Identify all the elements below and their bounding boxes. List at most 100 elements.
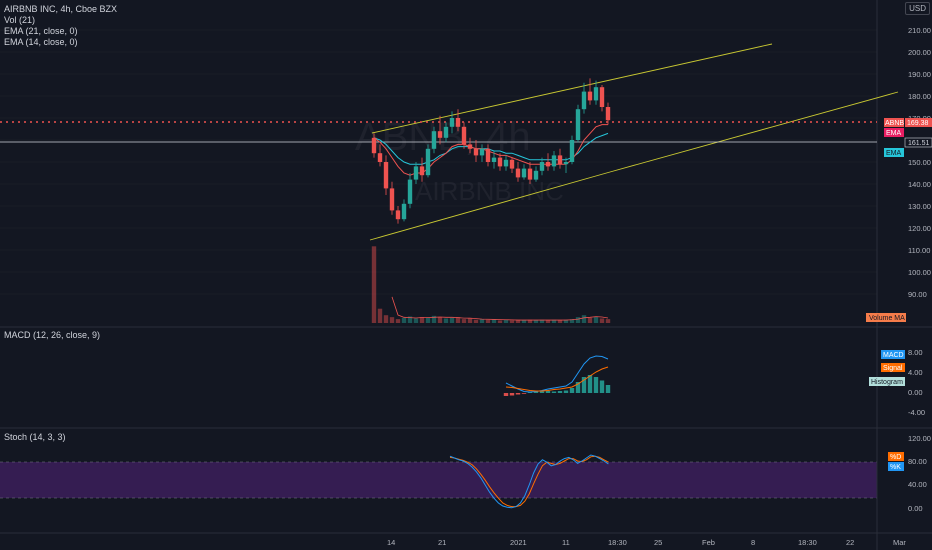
legend-ema21[interactable]: EMA (21, close, 0) [4, 26, 78, 36]
line-price-value: 161.51 [908, 140, 930, 147]
macd-hist-bar [569, 388, 575, 393]
candle-body [533, 170, 539, 180]
macd-axis-label: 8.00 [908, 348, 923, 357]
macd-hist-bar [515, 393, 521, 395]
macd-hist-bar [581, 377, 587, 393]
stoch-axis-label: 120.00 [908, 434, 931, 443]
macd-hist-bar [503, 393, 509, 396]
macd-hist-bar [575, 382, 581, 393]
volume-bar [605, 319, 611, 323]
legend-macd[interactable]: MACD (12, 26, close, 9) [4, 330, 101, 340]
candle-body [437, 131, 443, 138]
legend-volume[interactable]: Vol (21) [4, 15, 36, 25]
volume-bar [521, 320, 527, 323]
legend-stoch[interactable]: Stoch (14, 3, 3) [4, 432, 66, 442]
volume-bar [575, 317, 581, 323]
stoch-axis[interactable]: 120.00 80.00 40.00 0.00 [908, 434, 931, 513]
volume-bar [443, 318, 449, 323]
candle-body [551, 155, 557, 167]
currency-button[interactable]: USD [905, 2, 930, 15]
histogram-tag-label: Histogram [871, 379, 903, 386]
macd-axis-label: 4.00 [908, 368, 923, 377]
time-axis[interactable]: 14 21 2021 11 18:30 25 Feb 8 18:30 22 Mar [387, 538, 906, 547]
price-axis-label: 130.00 [908, 202, 931, 211]
volume-bar [569, 319, 575, 323]
macd-hist-bar [557, 391, 563, 393]
stoch-d-line [449, 455, 609, 508]
price-axis-label: 140.00 [908, 180, 931, 189]
ema-tag: EMA [884, 128, 904, 137]
volume-bar [383, 315, 389, 323]
macd-hist-bar [593, 377, 599, 393]
watermark-name: AIRBNB INC [415, 176, 564, 206]
volume-bar [581, 315, 587, 323]
volume-bar [473, 319, 479, 323]
abnb-tag-label: ABNB [885, 120, 904, 127]
candle-body [497, 157, 503, 167]
volume-bar [449, 317, 455, 323]
volume-bar [491, 319, 497, 323]
stoch-k-tag: %K [888, 462, 904, 471]
volume-bar [455, 317, 461, 323]
macd-hist-bar [539, 391, 545, 393]
volume-bar [515, 319, 521, 323]
price-axis-label: 90.00 [908, 290, 927, 299]
stoch-k-tag-label: %K [890, 464, 901, 471]
abnb-tag-price: 169.38 [907, 120, 929, 127]
candle-body [467, 144, 473, 149]
macd-hist-bar [605, 385, 611, 393]
volume-bar [533, 320, 539, 323]
signal-tag: Signal [881, 363, 905, 372]
stoch-d-tag: %D [888, 452, 904, 461]
price-axis-label: 110.00 [908, 246, 930, 255]
volume-ma-line [391, 296, 609, 321]
volume-bar [413, 318, 419, 323]
trend-line [371, 43, 773, 134]
candle-body [443, 126, 449, 138]
candle-body [539, 162, 545, 171]
time-axis-label: Feb [702, 538, 715, 547]
price-axis[interactable]: 210.00200.00190.00180.00170.00160.00150.… [908, 26, 931, 299]
price-axis-label: 190.00 [908, 70, 931, 79]
volume-bar [371, 246, 377, 323]
macd-hist-bar [551, 391, 557, 393]
macd-axis-label: -4.00 [908, 408, 925, 417]
candle-body [479, 148, 485, 156]
candle-body [485, 148, 491, 162]
volume-bar [425, 317, 431, 323]
macd-hist-bar [599, 380, 605, 393]
volume-ma-tag: Volume MA [866, 313, 906, 322]
price-axis-label: 100.00 [908, 268, 931, 277]
candle-body [557, 155, 563, 165]
volume-bar [377, 308, 383, 323]
candle-body [449, 118, 455, 127]
candle-body [419, 166, 425, 176]
macd-hist-bar [521, 393, 527, 394]
time-axis-label: 18:30 [608, 538, 627, 547]
ema-14-line [373, 124, 608, 176]
candle-body [563, 162, 569, 165]
candle-body [605, 107, 611, 121]
volume-bar [401, 317, 407, 323]
candle-body [491, 157, 497, 162]
volume-bar [431, 315, 437, 323]
candle-body [407, 179, 413, 204]
volume-bar [545, 320, 551, 323]
time-axis-label: 18:30 [798, 538, 817, 547]
macd-axis[interactable]: 8.00 4.00 0.00 -4.00 [908, 348, 925, 417]
volume-bar [503, 319, 509, 323]
time-axis-label: 14 [387, 538, 395, 547]
volume-bar [467, 318, 473, 323]
macd-hist-bar [545, 391, 551, 393]
trend-lines[interactable] [369, 43, 899, 241]
volume-bar [527, 319, 533, 323]
candle-body [545, 162, 551, 167]
legend-ema14[interactable]: EMA (14, close, 0) [4, 37, 78, 47]
signal-tag-label: Signal [883, 365, 903, 372]
price-axis-label: 120.00 [908, 224, 931, 233]
stoch-axis-label: 0.00 [908, 504, 923, 513]
legend-symbol[interactable]: AIRBNB INC, 4h, Cboe BZX [4, 4, 118, 14]
ema2-tag-label: EMA [886, 150, 902, 157]
volume-bar [563, 319, 569, 323]
